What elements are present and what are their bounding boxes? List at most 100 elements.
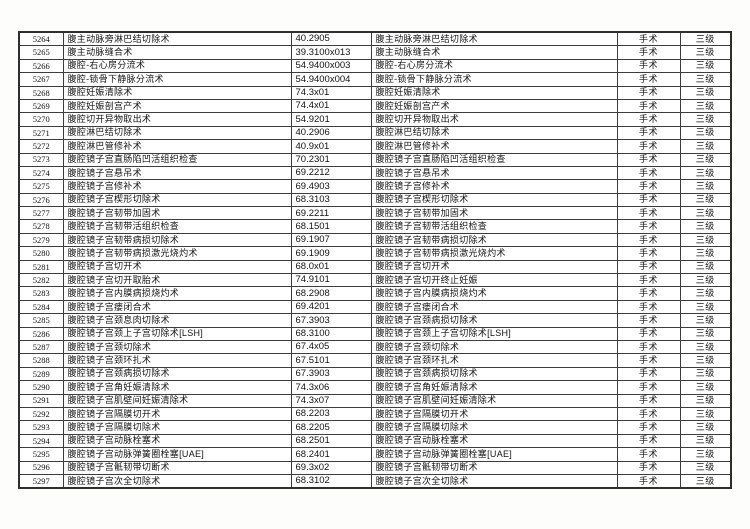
procedure-name: 腹腔切开异物取出术 — [62, 112, 292, 127]
row-number: 5278 — [18, 219, 64, 234]
category-label: 手术 — [616, 85, 681, 100]
procedure-code: 74.3x01 — [290, 85, 372, 100]
row-number: 5287 — [18, 339, 64, 355]
procedure-code: 70.2301 — [290, 152, 372, 167]
procedure-code: 39.3100x013 — [290, 45, 372, 60]
level-label: 三级 — [679, 420, 732, 435]
category-label: 手术 — [616, 232, 681, 248]
procedure-name: 腹腔镜子宫隔膜切开术 — [62, 406, 292, 422]
category-label: 手术 — [616, 206, 681, 221]
row-number: 5270 — [18, 112, 64, 127]
table-row: 5283 腹腔镜子宫内膜病损烧灼术 68.2908 腹腔镜子宫内膜病损烧灼术 手术 三级 — [18, 286, 732, 301]
procedure-name-secondary: 腹腔妊娠剖宫产术 — [370, 98, 618, 114]
procedure-name-secondary: 腹腔-锁骨下静脉分流术 — [370, 72, 618, 87]
procedure-name-secondary: 腹腔镜子宫隔膜切开术 — [370, 406, 618, 422]
procedure-name-secondary: 腹腔镜子宫楔形切除术 — [370, 192, 618, 208]
table-row: 5269 腹腔妊娠剖宫产术 74.4x01 腹腔妊娠剖宫产术 手术 三级 — [18, 98, 732, 114]
row-number: 5280 — [18, 246, 64, 261]
procedure-code: 40.2905 — [290, 31, 372, 47]
row-number: 5266 — [18, 58, 64, 74]
table-row: 5281 腹腔镜子宫切开术 68.0x01 腹腔镜子宫切开术 手术 三级 — [18, 259, 732, 275]
table-row: 5280 腹腔镜子宫韧带病损激光烧灼术 69.1909 腹腔镜子宫韧带病损激光烧灼术手… — [18, 246, 732, 261]
procedure-name-secondary: 腹腔-右心房分流术 — [370, 58, 618, 74]
procedure-name-secondary: 腹主动脉旁淋巴结切除术 — [370, 31, 618, 47]
procedure-table-body: 5264 腹主动脉旁淋巴结切除术 40.2905 腹主动脉旁淋巴结切除术 手术 三级 526… — [18, 31, 732, 489]
category-label: 手术 — [616, 447, 681, 462]
table-row: 5284 腹腔镜子宫瘘闭合术 69.4201 腹腔镜子宫瘘闭合术 手术 三级 — [18, 299, 732, 315]
level-label: 三级 — [679, 460, 732, 475]
procedure-name-secondary: 腹腔镜子宫切开术 — [370, 259, 618, 275]
category-label: 手术 — [616, 112, 681, 127]
row-number: 5295 — [18, 447, 64, 462]
table-row: 5279 腹腔镜子宫韧带病损切除术 69.1907 腹腔镜子宫韧带病损切除术 手术 三级 — [18, 232, 732, 248]
row-number: 5265 — [18, 45, 64, 60]
level-label: 三级 — [679, 58, 732, 74]
row-number: 5276 — [18, 192, 64, 208]
table-row: 5287 腹腔镜子宫颈切除术 67.4x05 腹腔镜子宫颈切除术 手术 三级 — [18, 339, 732, 355]
row-number: 5284 — [18, 299, 64, 315]
procedure-name: 腹腔镜子宫悬吊术 — [62, 165, 292, 181]
table-row: 5277 腹腔镜子宫韧带加固术 69.2211 腹腔镜子宫韧带加固术 手术 三级 — [18, 206, 732, 221]
row-number: 5286 — [18, 326, 64, 341]
procedure-code: 69.2212 — [290, 165, 372, 181]
procedure-name-secondary: 腹腔镜子宫骶韧带切断术 — [370, 460, 618, 475]
procedure-name: 腹腔镜子宫隔膜切除术 — [62, 420, 292, 435]
category-label: 手术 — [616, 286, 681, 301]
row-number: 5274 — [18, 165, 64, 181]
category-label: 手术 — [616, 433, 681, 449]
procedure-name-secondary: 腹腔镜子宫悬吊术 — [370, 165, 618, 181]
procedure-code: 40.2906 — [290, 125, 372, 141]
procedure-name: 腹腔镜子宫角妊娠清除术 — [62, 380, 292, 395]
procedure-name: 腹腔-右心房分流术 — [62, 58, 292, 74]
category-label: 手术 — [616, 98, 681, 114]
table-row: 5267 腹腔-锁骨下静脉分流术 54.9400x004 腹腔-锁骨下静脉分流术 手术三… — [18, 72, 732, 87]
table-row: 5297 腹腔镜子宫次全切除术 68.3102 腹腔镜子宫次全切除术 手术 三级 — [18, 473, 732, 489]
procedure-name-secondary: 腹腔妊娠清除术 — [370, 85, 618, 100]
table-row: 5268 腹腔妊娠清除术 74.3x01 腹腔妊娠清除术 手术 三级 — [18, 85, 732, 100]
level-label: 三级 — [679, 353, 732, 368]
procedure-code: 69.3x02 — [290, 460, 372, 475]
level-label: 三级 — [679, 85, 732, 100]
category-label: 手术 — [616, 165, 681, 181]
category-label: 手术 — [616, 219, 681, 234]
procedure-name-secondary: 腹腔镜子宫颈环扎术 — [370, 353, 618, 368]
procedure-code: 69.2211 — [290, 206, 372, 221]
category-label: 手术 — [616, 58, 681, 74]
row-number: 5271 — [18, 125, 64, 141]
row-number: 5285 — [18, 313, 64, 328]
procedure-name: 腹腔镜子宫动脉栓塞术 — [62, 433, 292, 449]
level-label: 三级 — [679, 206, 732, 221]
level-label: 三级 — [679, 259, 732, 275]
procedure-name: 腹腔镜子宫颈息肉切除术 — [62, 313, 292, 328]
procedure-name: 腹腔镜子宫颈切除术 — [62, 339, 292, 355]
procedure-code: 68.2203 — [290, 406, 372, 422]
level-label: 三级 — [679, 125, 732, 141]
procedure-name-secondary: 腹腔镜子宫次全切除术 — [370, 473, 618, 489]
procedure-name-secondary: 腹腔镜子宫肌壁间妊娠清除术 — [370, 393, 618, 408]
procedure-name: 腹腔镜子宫直肠陷凹活组织检查 — [62, 152, 292, 167]
row-number: 5264 — [18, 31, 64, 47]
category-label: 手术 — [616, 353, 681, 368]
row-number: 5294 — [18, 433, 64, 449]
level-label: 三级 — [679, 45, 732, 60]
procedure-code: 68.2501 — [290, 433, 372, 449]
procedure-name: 腹腔镜子宫韧带病损切除术 — [62, 232, 292, 248]
level-label: 三级 — [679, 273, 732, 288]
category-label: 手术 — [616, 460, 681, 475]
category-label: 手术 — [616, 366, 681, 382]
category-label: 手术 — [616, 179, 681, 194]
procedure-name: 腹腔镜子宫楔形切除术 — [62, 192, 292, 208]
table-row: 5288 腹腔镜子宫颈环扎术 67.5101 腹腔镜子宫颈环扎术 手术 三级 — [18, 353, 732, 368]
procedure-name-secondary: 腹腔镜子宫颈上子宫切除术[LSH] — [370, 326, 618, 341]
level-label: 三级 — [679, 179, 732, 194]
category-label: 手术 — [616, 152, 681, 167]
table-row: 5295 腹腔镜子宫动脉弹簧圈栓塞[UAE] 68.2401 腹腔镜子宫动脉弹簧圈栓塞… — [18, 447, 732, 462]
procedure-code: 68.2205 — [290, 420, 372, 435]
row-number: 5290 — [18, 380, 64, 395]
procedure-code: 67.3903 — [290, 313, 372, 328]
procedure-name-secondary: 腹腔镜子宫切开终止妊娠 — [370, 273, 618, 288]
row-number: 5296 — [18, 460, 64, 475]
procedure-name: 腹腔淋巴结切除术 — [62, 125, 292, 141]
